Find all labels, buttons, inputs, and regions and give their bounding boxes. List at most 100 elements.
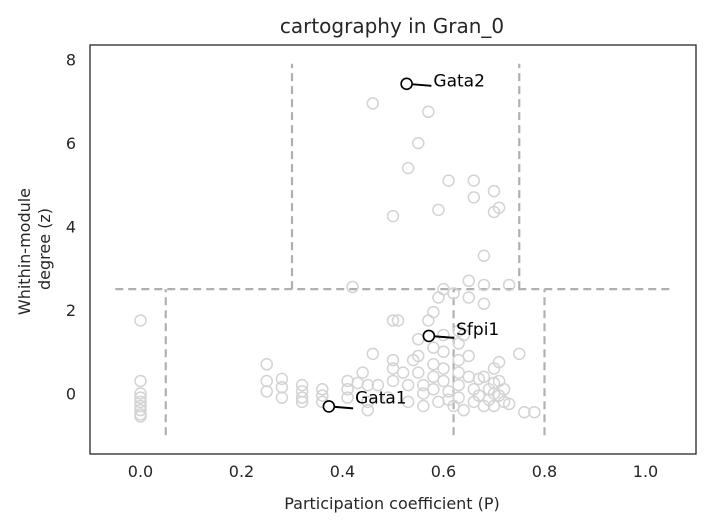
data-point-109 bbox=[467, 191, 481, 204]
data-point-2 bbox=[134, 387, 147, 400]
data-point-101 bbox=[528, 406, 541, 419]
data-point-49 bbox=[422, 314, 435, 327]
data-point-112 bbox=[432, 203, 445, 217]
data-point-48 bbox=[417, 399, 430, 413]
data-point-24 bbox=[341, 391, 354, 404]
data-point-6 bbox=[134, 403, 147, 417]
plot-frame bbox=[89, 44, 697, 455]
data-point-70 bbox=[452, 378, 465, 392]
data-point-41 bbox=[401, 395, 415, 409]
data-point-27 bbox=[361, 378, 374, 392]
x-axis-ticks: 0.0 0.2 0.4 0.6 0.8 1.0 bbox=[128, 462, 658, 481]
data-point-10 bbox=[260, 374, 273, 388]
data-point-77 bbox=[462, 370, 475, 384]
data-point-51 bbox=[427, 341, 440, 354]
data-point-26 bbox=[356, 366, 369, 379]
x-tick-label-4: 0.8 bbox=[532, 462, 557, 481]
data-point-106 bbox=[442, 174, 455, 187]
annotation-label-gata1: Gata1 bbox=[355, 389, 407, 409]
y-axis-label-line-2: degree (z) bbox=[35, 208, 54, 290]
y-axis-label-line-1: Whithin-module bbox=[15, 188, 34, 315]
data-point-107 bbox=[467, 174, 481, 187]
data-point-62 bbox=[442, 385, 455, 398]
data-point-68 bbox=[452, 353, 465, 367]
y-axis-label: Whithin-module degree (z) bbox=[15, 183, 54, 315]
data-point-25 bbox=[351, 376, 364, 390]
data-point-69 bbox=[452, 366, 465, 379]
highlight-point-gata2 bbox=[400, 77, 413, 91]
x-tick-label-2: 0.4 bbox=[330, 462, 355, 481]
x-tick-label-0: 0.0 bbox=[128, 462, 153, 481]
data-point-8 bbox=[134, 410, 147, 423]
data-point-36 bbox=[386, 353, 400, 367]
data-point-113 bbox=[386, 209, 400, 223]
data-point-71 bbox=[452, 391, 465, 404]
data-point-72 bbox=[457, 328, 470, 342]
data-point-30 bbox=[346, 280, 359, 294]
highlight-point-gata1 bbox=[322, 400, 336, 413]
data-point-98 bbox=[502, 397, 516, 411]
annotation-label-gata2: Gata2 bbox=[433, 71, 485, 91]
data-points bbox=[134, 97, 541, 423]
data-point-9 bbox=[260, 358, 273, 371]
y-tick-label-0: 0 bbox=[66, 384, 76, 403]
data-point-52 bbox=[427, 358, 440, 371]
data-point-104 bbox=[422, 105, 435, 119]
data-point-114 bbox=[477, 249, 491, 263]
highlight-point-sfpi1 bbox=[422, 329, 436, 343]
data-point-60 bbox=[437, 362, 450, 375]
data-point-44 bbox=[412, 349, 425, 363]
data-point-20 bbox=[316, 389, 329, 402]
data-point-73 bbox=[457, 403, 470, 417]
x-tick-label-5: 1.0 bbox=[633, 462, 658, 481]
data-point-54 bbox=[427, 383, 440, 396]
data-point-11 bbox=[260, 385, 273, 398]
data-point-82 bbox=[477, 278, 491, 292]
data-point-40 bbox=[401, 378, 415, 392]
data-point-31 bbox=[366, 347, 380, 361]
data-point-65 bbox=[447, 287, 460, 300]
y-tick-label-2: 4 bbox=[66, 218, 76, 237]
data-point-3 bbox=[134, 391, 147, 404]
data-point-47 bbox=[417, 387, 430, 400]
data-point-0 bbox=[134, 314, 147, 327]
data-point-55 bbox=[432, 395, 445, 409]
chart-title: cartography in Gran_0 bbox=[280, 14, 504, 38]
data-point-14 bbox=[275, 391, 289, 404]
data-point-102 bbox=[366, 97, 380, 110]
data-point-74 bbox=[462, 291, 475, 304]
data-point-84 bbox=[477, 370, 491, 384]
data-point-4 bbox=[134, 395, 147, 409]
data-point-108 bbox=[487, 184, 501, 198]
data-point-43 bbox=[412, 332, 425, 346]
data-point-56 bbox=[432, 291, 445, 304]
annotation-label-sfpi1: Sfpi1 bbox=[456, 320, 499, 340]
x-tick-label-3: 0.6 bbox=[431, 462, 456, 481]
data-point-61 bbox=[437, 374, 450, 388]
data-point-16 bbox=[295, 385, 309, 398]
data-point-15 bbox=[295, 378, 309, 392]
data-point-37 bbox=[386, 314, 400, 327]
data-point-50 bbox=[427, 305, 440, 319]
role-boundaries bbox=[115, 63, 671, 436]
x-axis-label: Participation coefficient (P) bbox=[284, 494, 500, 513]
data-point-18 bbox=[295, 395, 309, 409]
data-point-75 bbox=[462, 274, 475, 288]
y-axis-ticks: 0 2 4 6 8 bbox=[66, 51, 76, 404]
data-point-35 bbox=[386, 374, 400, 388]
data-point-33 bbox=[381, 391, 395, 404]
data-point-28 bbox=[361, 395, 374, 409]
data-point-12 bbox=[275, 372, 289, 386]
data-point-92 bbox=[492, 355, 506, 369]
data-point-58 bbox=[437, 328, 450, 342]
data-point-76 bbox=[462, 349, 475, 363]
data-point-13 bbox=[275, 380, 289, 394]
data-point-32 bbox=[371, 378, 385, 392]
data-point-19 bbox=[316, 383, 329, 396]
data-point-39 bbox=[396, 366, 410, 379]
data-point-100 bbox=[518, 406, 531, 419]
data-point-23 bbox=[341, 383, 354, 396]
data-point-1 bbox=[134, 374, 147, 388]
data-point-53 bbox=[427, 370, 440, 384]
